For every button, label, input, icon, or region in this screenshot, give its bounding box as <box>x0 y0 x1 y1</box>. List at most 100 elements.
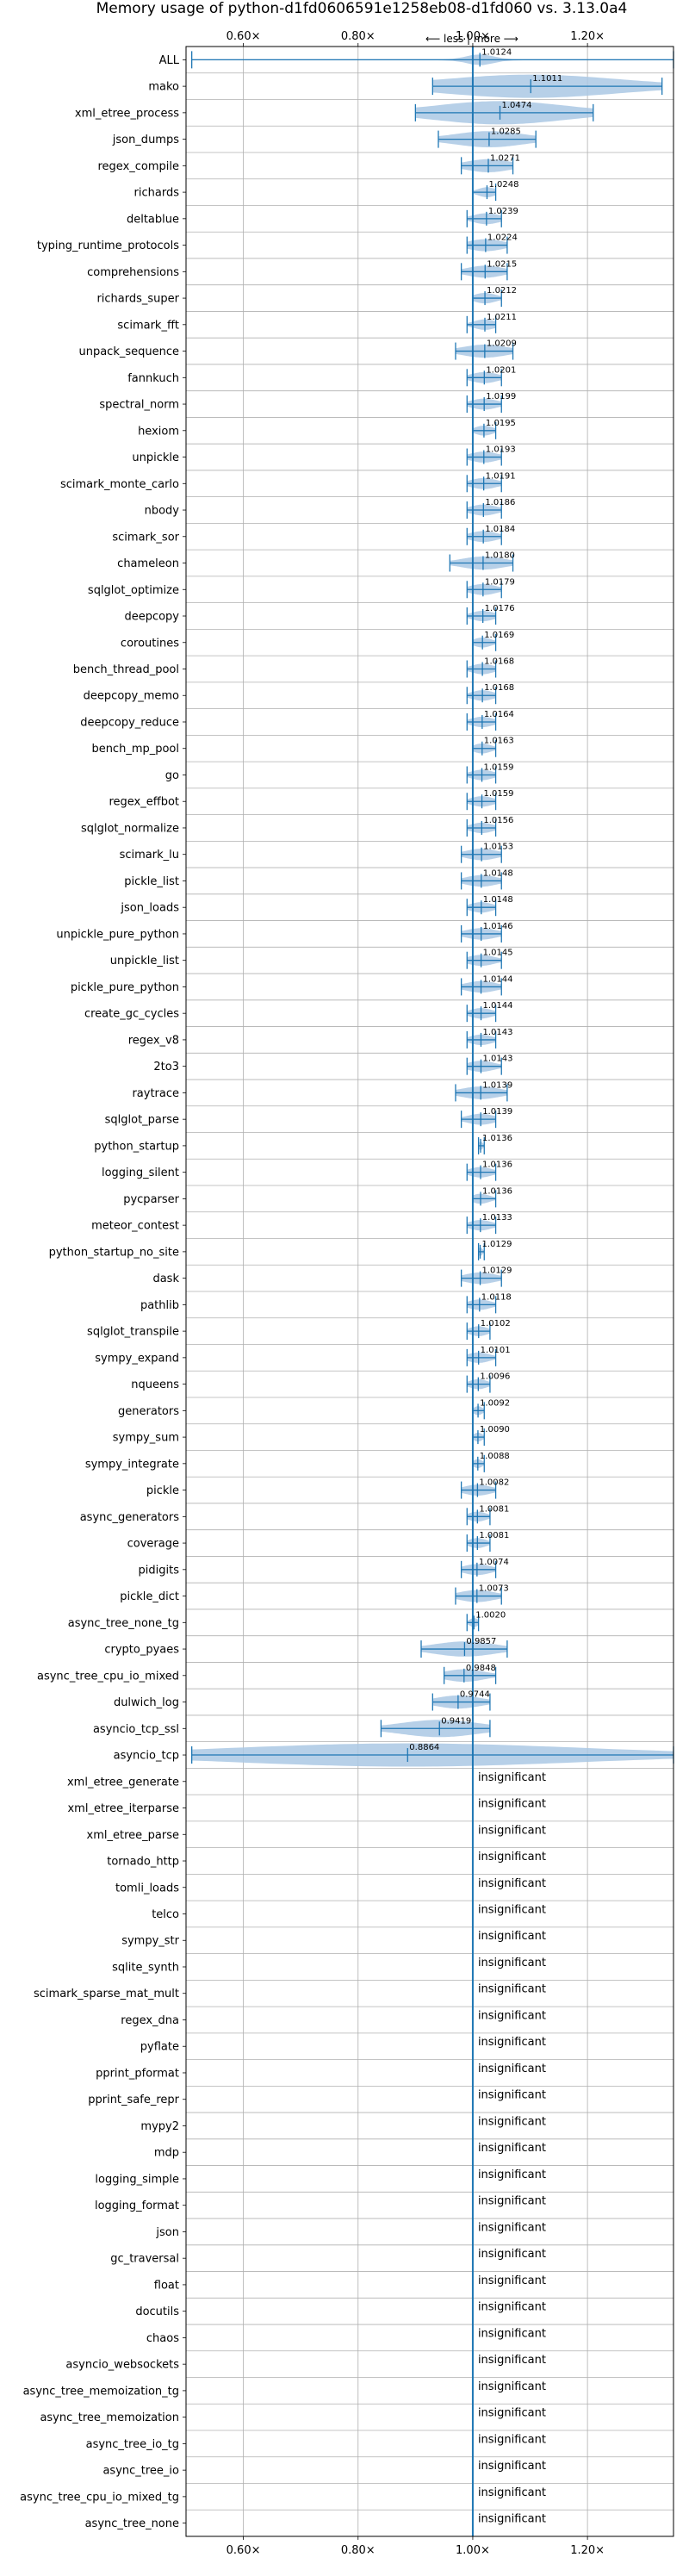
insignificant-label: insignificant <box>478 1877 546 1890</box>
insignificant-label: insignificant <box>478 2380 546 2393</box>
benchmark-label: sympy_sum <box>113 1432 179 1445</box>
value-label: 1.0271 <box>490 153 520 163</box>
benchmark-label: async_tree_cpu_io_mixed_tg <box>20 2491 179 2504</box>
insignificant-label: insignificant <box>478 1957 546 1969</box>
benchmark-label: richards_super <box>96 293 179 306</box>
value-label: 1.0133 <box>482 1213 512 1223</box>
insignificant-label: insignificant <box>478 2036 546 2049</box>
benchmark-label: regex_effbot <box>109 796 179 809</box>
value-label: 1.0081 <box>479 1531 509 1540</box>
value-label: 1.0159 <box>484 762 514 772</box>
benchmark-label: scimark_sparse_mat_mult <box>34 1988 179 2000</box>
benchmark-label: tomli_loads <box>115 1882 179 1895</box>
benchmark-label: mako <box>148 81 179 94</box>
benchmark-label: tornado_http <box>107 1856 179 1869</box>
value-label: 1.0159 <box>484 789 514 799</box>
value-label: 1.0143 <box>482 1055 512 1064</box>
benchmark-label: pidigits <box>139 1564 180 1577</box>
benchmark-label: deltablue <box>127 213 179 226</box>
benchmark-label: async_tree_memoization <box>40 2411 179 2424</box>
benchmark-label: async_tree_io_tg <box>86 2438 179 2451</box>
x-tick-label-bottom: 0.80× <box>341 2544 376 2557</box>
value-label: 1.0146 <box>483 922 513 931</box>
value-label: 0.9744 <box>460 1690 490 1700</box>
benchmark-label: json_loads <box>120 902 179 915</box>
value-label: 0.9848 <box>466 1664 496 1673</box>
benchmark-label: dask <box>152 1272 179 1285</box>
value-label: 1.0148 <box>483 895 513 905</box>
benchmark-label: pathlib <box>140 1299 179 1312</box>
benchmark-label: logging_format <box>95 2200 179 2212</box>
benchmark-label: asyncio_websockets <box>65 2359 179 2372</box>
benchmark-label: typing_runtime_protocols <box>37 240 179 252</box>
insignificant-label: insignificant <box>478 1771 546 1784</box>
benchmark-label: sympy_integrate <box>85 1458 179 1471</box>
x-tick-label-top: 0.80× <box>341 30 376 43</box>
value-label: 1.0195 <box>486 419 516 428</box>
benchmark-label: python_startup_no_site <box>49 1246 179 1259</box>
value-label: 1.0143 <box>482 1028 512 1037</box>
benchmark-label: pycparser <box>123 1193 179 1206</box>
benchmark-label: coverage <box>127 1538 179 1551</box>
value-label: 1.0163 <box>484 737 514 746</box>
benchmark-label: richards <box>134 187 180 200</box>
x-tick-label-bottom: 1.20× <box>570 2544 605 2557</box>
benchmark-label: deepcopy_reduce <box>80 716 179 729</box>
value-label: 1.0179 <box>485 577 515 587</box>
direction-label: ⟵ less | more ⟶ <box>425 33 518 45</box>
value-label: 1.0212 <box>487 286 517 296</box>
value-label: 1.0148 <box>483 868 513 878</box>
benchmark-label: unpickle_pure_python <box>56 928 179 941</box>
benchmark-label: async_tree_memoization_tg <box>23 2385 179 2398</box>
benchmark-label: xml_etree_process <box>75 107 179 120</box>
benchmark-label: asyncio_tcp <box>114 1750 179 1763</box>
value-label: 1.0139 <box>482 1107 512 1117</box>
insignificant-label: insignificant <box>478 2460 546 2473</box>
benchmark-label: ALL <box>159 54 180 67</box>
violin-layer <box>191 47 674 2536</box>
benchmark-label: generators <box>118 1405 179 1418</box>
value-label: 1.0020 <box>475 1610 506 1620</box>
value-label: 1.0248 <box>488 180 518 190</box>
insignificant-label: insignificant <box>478 2168 546 2181</box>
benchmark-label: deepcopy <box>124 611 179 624</box>
benchmark-label: unpack_sequence <box>78 345 179 358</box>
value-label: 1.0136 <box>482 1186 512 1196</box>
value-label: 1.0184 <box>485 525 515 534</box>
insignificant-label: insignificant <box>478 2142 546 2155</box>
value-label: 1.0191 <box>486 471 516 481</box>
value-label: 1.0073 <box>479 1584 509 1594</box>
benchmark-label: sqlglot_transpile <box>87 1326 179 1339</box>
value-label: 1.0153 <box>483 843 513 852</box>
benchmark-label: chaos <box>146 2332 179 2345</box>
benchmark-label: 2to3 <box>153 1061 179 1073</box>
value-label: 1.0474 <box>502 101 532 110</box>
benchmark-label: pprint_pformat <box>96 2067 179 2080</box>
benchmark-label: regex_v8 <box>128 1034 179 1047</box>
benchmark-label: create_gc_cycles <box>84 1008 179 1021</box>
benchmark-label: mdp <box>154 2147 179 2160</box>
insignificant-label: insignificant <box>478 1798 546 1811</box>
insignificant-label: insignificant <box>478 2009 546 2022</box>
insignificant-label: insignificant <box>478 1930 546 1943</box>
benchmark-label: async_generators <box>80 1511 180 1524</box>
insignificant-label: insignificant <box>478 1824 546 1837</box>
benchmark-label: pickle_list <box>124 875 179 888</box>
insignificant-label: insignificant <box>478 2274 546 2287</box>
value-label: 1.0285 <box>491 128 521 137</box>
benchmark-label: json_dumps <box>112 134 179 146</box>
insignificant-label: insignificant <box>478 1983 546 1996</box>
insignificant-label: insignificant <box>478 2115 546 2128</box>
value-label: 1.0074 <box>479 1558 509 1567</box>
value-label: 1.0201 <box>486 365 516 375</box>
insignificant-label: insignificant <box>478 2354 546 2367</box>
benchmark-label: coroutines <box>121 637 179 650</box>
benchmark-label: docutils <box>135 2305 179 2318</box>
benchmark-label: mypy2 <box>140 2120 179 2133</box>
benchmark-label: scimark_sor <box>112 531 179 544</box>
value-label: 1.0215 <box>487 259 517 269</box>
benchmark-label: xml_etree_generate <box>67 1776 179 1789</box>
benchmark-label: bench_mp_pool <box>91 743 179 756</box>
value-label: 1.0101 <box>481 1346 511 1355</box>
value-label: 1.0180 <box>485 551 515 561</box>
